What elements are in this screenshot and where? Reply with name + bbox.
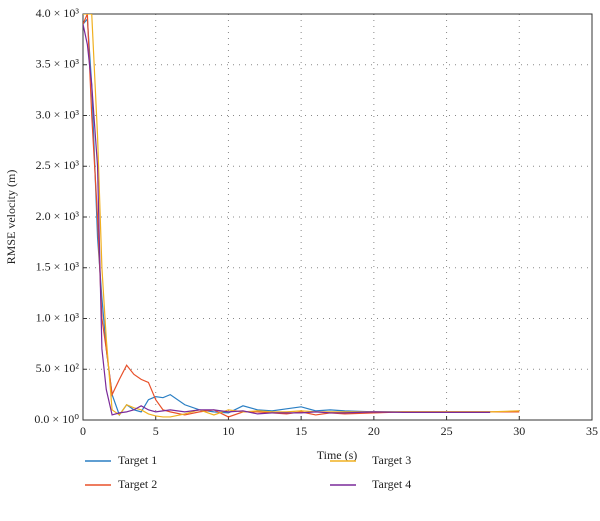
- legend-label: Target 4: [372, 477, 411, 491]
- y-tick-label: 3.5 × 10³: [36, 57, 80, 71]
- x-tick-label: 25: [441, 424, 453, 438]
- data-line: [83, 24, 491, 416]
- y-tick-label: 3.0 × 10³: [36, 107, 80, 121]
- y-tick-label: 0.0 × 10⁰: [34, 412, 79, 426]
- x-tick-label: 20: [368, 424, 380, 438]
- y-tick-label: 1.0 × 10³: [36, 310, 80, 324]
- legend-label: Target 1: [118, 453, 157, 467]
- x-tick-label: 15: [295, 424, 307, 438]
- legend-label: Target 3: [372, 453, 411, 467]
- x-tick-label: 30: [513, 424, 525, 438]
- x-tick-label: 5: [153, 424, 159, 438]
- y-tick-label: 4.0 × 10³: [36, 6, 80, 20]
- x-tick-label: 35: [586, 424, 598, 438]
- y-axis-title: RMSE velocity (m): [4, 170, 18, 265]
- x-tick-label: 0: [80, 424, 86, 438]
- legend-label: Target 2: [118, 477, 157, 491]
- x-axis-title: Time (s): [317, 448, 358, 462]
- y-tick-label: 5.0 × 10²: [36, 361, 80, 375]
- y-tick-label: 2.0 × 10³: [36, 209, 80, 223]
- data-line: [83, 17, 491, 417]
- y-tick-label: 2.5 × 10³: [36, 158, 80, 172]
- y-tick-label: 1.5 × 10³: [36, 260, 80, 274]
- x-tick-label: 10: [222, 424, 234, 438]
- plot-frame: [82, 13, 593, 421]
